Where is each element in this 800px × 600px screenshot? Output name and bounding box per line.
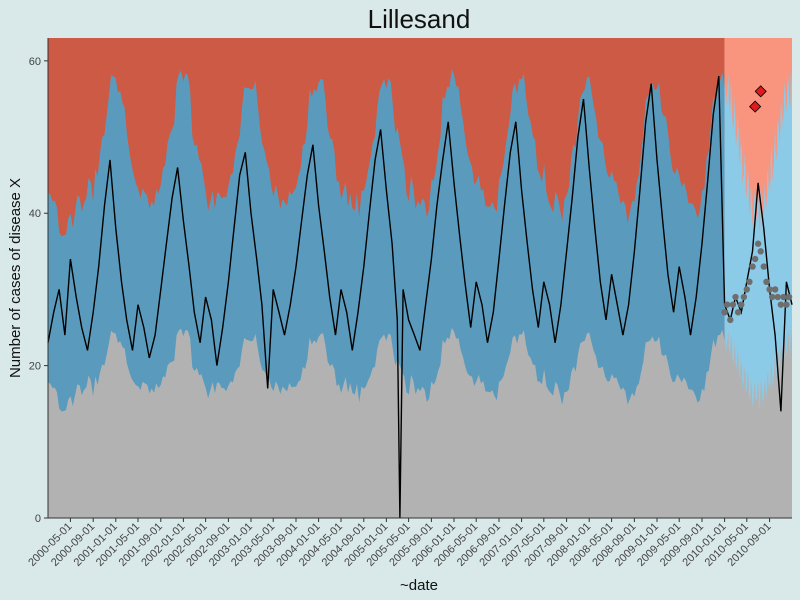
band-low-forecast: [724, 327, 792, 518]
forecast-point: [732, 293, 739, 301]
y-tick-label: 60: [29, 56, 41, 68]
y-tick-label: 0: [35, 513, 41, 525]
forecast-point: [760, 263, 768, 270]
forecast-point: [749, 263, 756, 270]
forecast-point: [727, 316, 734, 324]
lines-layer: [47, 75, 793, 519]
y-tick-label: 40: [29, 208, 41, 220]
forecast-point: [774, 293, 781, 301]
forecast-point: [785, 293, 793, 301]
band-low-history: [48, 327, 725, 518]
y-axis-title: Number of cases of disease X: [7, 178, 24, 378]
chart-title: Lillesand: [368, 4, 471, 34]
forecast-point: [738, 301, 745, 308]
forecast-point: [721, 309, 728, 316]
forecast-point: [766, 286, 773, 293]
forecast-point: [729, 301, 737, 308]
forecast-point: [783, 301, 790, 308]
forecast-point: [757, 248, 764, 255]
outlier-marker: [749, 100, 762, 113]
forecast-point: [743, 286, 751, 293]
forecast-point: [723, 301, 731, 308]
points-layer: [721, 85, 793, 324]
outlier-marker: [754, 85, 767, 98]
forecast-point: [734, 309, 742, 316]
forecast-point: [751, 255, 759, 263]
forecast-point: [768, 293, 776, 301]
observed-line: [47, 75, 793, 519]
forecast-point: [746, 278, 753, 286]
y-tick-label: 20: [29, 361, 41, 373]
forecast-point: [771, 286, 779, 293]
forecast-point: [763, 278, 770, 286]
bands-layer: [48, 38, 792, 519]
x-axis-title: ~date: [400, 577, 438, 594]
forecast-point: [780, 293, 787, 301]
forecast-point: [777, 301, 785, 308]
forecast-point: [740, 293, 748, 301]
forecast-point: [754, 240, 762, 247]
